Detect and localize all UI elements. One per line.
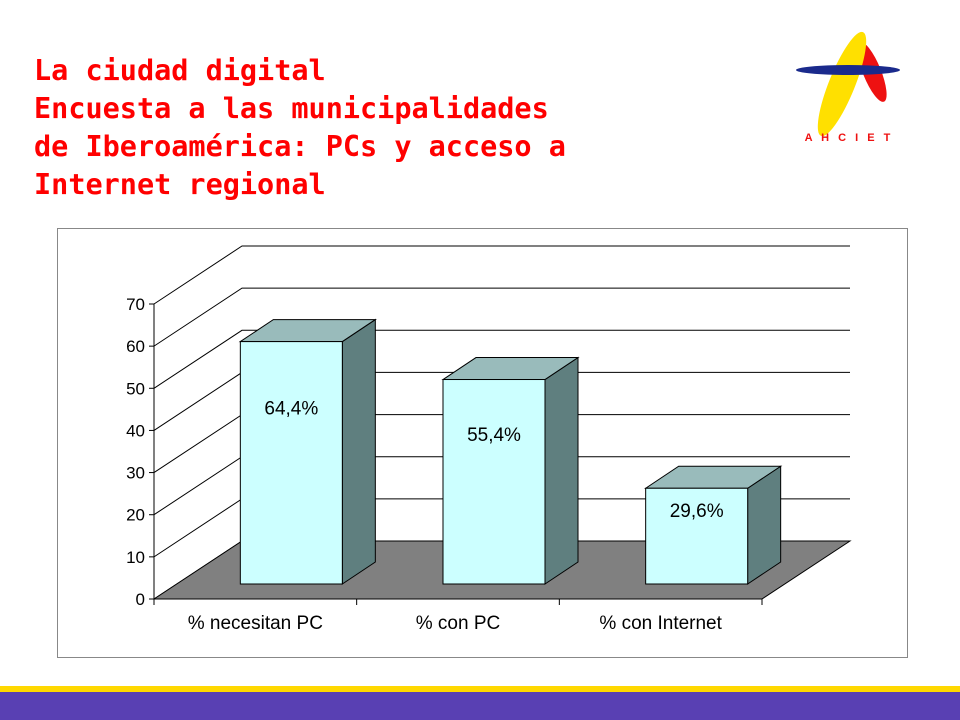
data-label: 55,4% bbox=[467, 425, 521, 446]
data-label: 29,6% bbox=[670, 501, 724, 522]
labels: 0 10 20 30 40 50 60 70 64,4% % necesitan PC 55,4%%… bbox=[126, 295, 724, 634]
y-tick-label: 20 bbox=[126, 506, 145, 525]
bar bbox=[645, 487, 749, 585]
title-line-4: Internet regional bbox=[34, 168, 326, 201]
bar bbox=[442, 379, 546, 585]
title-line-2: Encuesta a las municipalidades bbox=[34, 92, 549, 125]
chart-frame: 0 10 20 30 40 50 60 70 64,4% % necesitan PC 55,4%%… bbox=[57, 228, 908, 658]
bars bbox=[238, 318, 783, 585]
gridline bbox=[153, 245, 850, 305]
bar-chart: 0 10 20 30 40 50 60 70 64,4% % necesitan PC 55,4%%… bbox=[126, 245, 852, 634]
y-tick-label: 50 bbox=[126, 379, 145, 398]
bar-side bbox=[544, 356, 579, 585]
footer-bar bbox=[0, 686, 960, 720]
y-tick-label: 40 bbox=[126, 421, 145, 440]
x-category-label: % con Internet bbox=[599, 613, 722, 634]
logo-text: A H C I E T bbox=[805, 132, 894, 144]
slide-title: La ciudad digital Encuesta a las municip… bbox=[34, 52, 566, 204]
bar bbox=[239, 341, 343, 585]
logo-yellow-stroke bbox=[817, 31, 867, 137]
y-tick-label: 70 bbox=[126, 295, 145, 314]
gridline bbox=[153, 329, 850, 389]
x-category-label: % necesitan PC bbox=[188, 613, 323, 634]
y-tick-label: 0 bbox=[136, 590, 145, 609]
gridline bbox=[153, 287, 850, 347]
y-tick-label: 30 bbox=[126, 464, 145, 483]
y-tick-label: 10 bbox=[126, 548, 145, 567]
bar-side bbox=[341, 318, 376, 585]
y-tick-label: 60 bbox=[126, 337, 145, 356]
x-category-label: % con PC bbox=[416, 613, 500, 634]
title-line-3: de Iberoamérica: PCs y acceso a bbox=[34, 130, 566, 163]
ahciet-logo-icon: A H C I E T bbox=[796, 31, 900, 144]
logo-blue-bar bbox=[796, 65, 900, 75]
data-label: 64,4% bbox=[264, 398, 318, 419]
title-line-1: La ciudad digital bbox=[34, 54, 326, 87]
chart-axes bbox=[149, 303, 763, 605]
